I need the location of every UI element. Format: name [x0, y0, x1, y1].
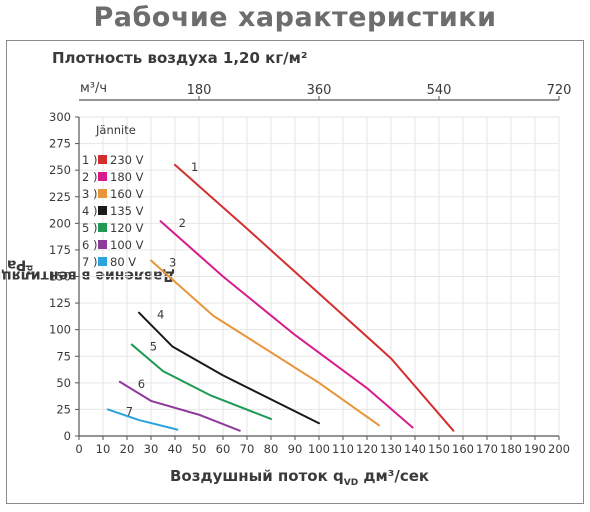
y-tick-label: 225: [49, 190, 71, 204]
series-line-3: [150, 259, 380, 427]
legend-title: Jännite: [95, 123, 136, 137]
legend-item-label: 160 V: [110, 187, 144, 201]
legend-item-number: 5 ): [82, 221, 97, 235]
series-label-1: 1: [191, 160, 198, 174]
x-tick-label: 70: [240, 442, 255, 456]
series-label-2: 2: [179, 216, 186, 230]
series-label-6: 6: [138, 377, 145, 391]
legend-item-number: 1 ): [82, 153, 97, 167]
legend-item-number: 3 ): [82, 187, 97, 201]
x-tick-label: 120: [356, 442, 378, 456]
x-axis-label-sub: VD: [343, 478, 359, 488]
y-tick-label: 300: [49, 110, 71, 124]
legend-item-label: 120 V: [110, 221, 144, 235]
legend-item-number: 2 ): [82, 170, 97, 184]
legend-item-label: 230 V: [110, 153, 144, 167]
x-axis-label-unit: дм³/сек: [363, 467, 430, 485]
y-tick-label: 25: [56, 402, 71, 416]
top-tick-label: 540: [427, 83, 452, 98]
series-line-5: [130, 343, 272, 420]
y-tick-label: 250: [49, 163, 71, 177]
x-tick-label: 10: [96, 442, 111, 456]
x-tick-label: 60: [216, 442, 231, 456]
x-axis-label-main: Воздушный поток q: [170, 467, 344, 485]
x-tick-label: 140: [404, 442, 426, 456]
x-tick-label: 0: [75, 442, 82, 456]
x-tick-label: 20: [120, 442, 135, 456]
top-tick-label: 180: [187, 83, 212, 98]
y-tick-label: 125: [49, 296, 71, 310]
y-tick-label: 150: [49, 270, 71, 284]
series-line-7: [106, 408, 179, 431]
series-line-6: [118, 380, 241, 432]
x-axis-label: Воздушный поток qVD дм³/сек: [170, 467, 429, 488]
x-tick-label: 170: [476, 442, 498, 456]
series-line-4: [138, 311, 320, 425]
series-label-7: 7: [126, 404, 133, 418]
legend-swatch: [98, 223, 107, 232]
y-tick-label: 200: [49, 216, 71, 230]
y-tick-label: 50: [56, 376, 71, 390]
x-tick-label: 30: [144, 442, 159, 456]
y-tick-label: 100: [49, 323, 71, 337]
legend-swatch: [98, 206, 107, 215]
x-tick-label: 190: [524, 442, 546, 456]
y-tick-label: 175: [49, 243, 71, 257]
y-tick-label: 0: [64, 429, 71, 443]
y-tick-label: 275: [49, 137, 71, 151]
series-line-1: [174, 163, 455, 432]
legend-item-label: 135 V: [110, 204, 144, 218]
legend-swatch: [98, 172, 107, 181]
legend-item-label: 80 V: [110, 255, 136, 269]
y-tick-label: 75: [56, 349, 71, 363]
legend-swatch: [98, 240, 107, 249]
series-label-5: 5: [150, 340, 157, 354]
x-tick-label: 200: [548, 442, 570, 456]
chart-frame: [6, 40, 584, 504]
legend-item-number: 6 ): [82, 238, 97, 252]
legend-item-label: 100 V: [110, 238, 144, 252]
x-tick-label: 160: [452, 442, 474, 456]
top-tick-label: 360: [307, 83, 332, 98]
x-tick-label: 90: [288, 442, 303, 456]
series-label-4: 4: [157, 308, 164, 322]
x-tick-label: 100: [308, 442, 330, 456]
x-tick-label: 110: [332, 442, 354, 456]
x-tick-label: 40: [168, 442, 183, 456]
series-label-3: 3: [169, 256, 176, 270]
air-density-label: Плотность воздуха 1,20 кг/м²: [52, 49, 308, 67]
x-tick-label: 80: [264, 442, 279, 456]
legend-swatch: [98, 257, 107, 266]
top-axis-unit: м³/ч: [80, 81, 108, 96]
top-tick-label: 720: [547, 83, 572, 98]
legend-swatch: [98, 155, 107, 164]
legend-swatch: [98, 189, 107, 198]
legend-item-number: 4 ): [82, 204, 97, 218]
series-line-2: [159, 220, 414, 429]
x-tick-label: 50: [192, 442, 207, 456]
page-title: Рабочие характеристики: [93, 2, 497, 33]
legend-item-label: 180 V: [110, 170, 144, 184]
x-tick-label: 180: [500, 442, 522, 456]
legend-item-number: 7 ): [82, 255, 97, 269]
x-tick-label: 150: [428, 442, 450, 456]
x-tick-label: 130: [380, 442, 402, 456]
